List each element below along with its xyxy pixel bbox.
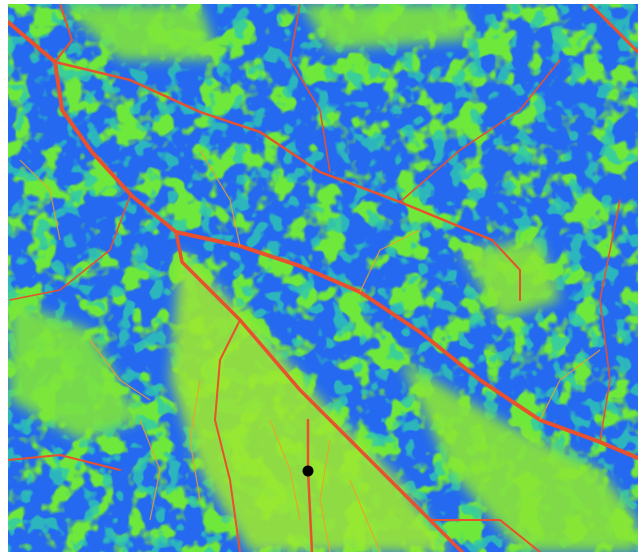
outlet-point xyxy=(303,466,314,477)
page: {} xyxy=(0,0,640,556)
raster xyxy=(8,4,638,552)
flow-map xyxy=(0,0,640,556)
